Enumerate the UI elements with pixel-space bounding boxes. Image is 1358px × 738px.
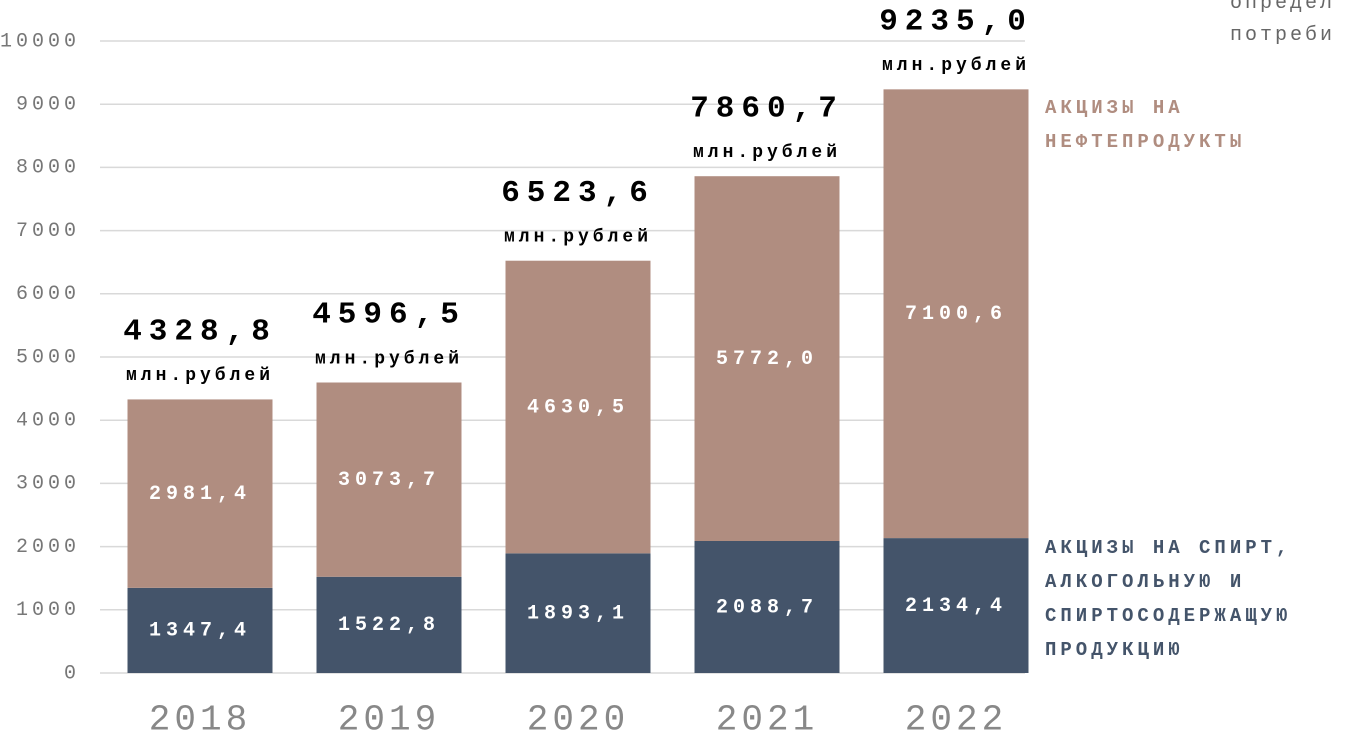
total-unit: млн.рублей [315, 348, 463, 369]
total-label: 6523,6 [501, 176, 655, 211]
total-label: 9235,0 [879, 5, 1033, 40]
legend-label: АКЦИЗЫ НА СПИРТ, АЛКОГОЛЬНУЮ И СПИРТОСОД… [1045, 531, 1291, 667]
corner-text: определ [1230, 0, 1335, 15]
y-tick-label: 7000 [16, 220, 80, 243]
value-label: 2088,7 [716, 596, 818, 619]
total-label: 7860,7 [690, 91, 844, 126]
value-label: 1347,4 [149, 620, 251, 643]
x-tick-label: 2018 [149, 700, 251, 738]
y-tick-label: 4000 [16, 409, 80, 432]
x-tick-label: 2019 [338, 700, 440, 738]
y-tick-label: 8000 [16, 157, 80, 180]
x-tick-label: 2022 [905, 700, 1007, 738]
corner-text: потреби [1230, 24, 1335, 47]
value-label: 3073,7 [338, 469, 440, 492]
y-tick-label: 9000 [16, 93, 80, 116]
x-tick-label: 2021 [716, 700, 818, 738]
total-unit: млн.рублей [504, 226, 652, 247]
value-label: 2981,4 [149, 483, 251, 506]
value-label: 5772,0 [716, 348, 818, 371]
value-label: 1893,1 [527, 602, 629, 625]
y-tick-label: 0 [64, 662, 80, 685]
y-tick-label: 2000 [16, 536, 80, 559]
total-label: 4328,8 [123, 315, 277, 350]
total-unit: млн.рублей [693, 142, 841, 163]
y-tick-label: 5000 [16, 346, 80, 369]
value-label: 7100,6 [905, 303, 1007, 326]
x-tick-label: 2020 [527, 700, 629, 738]
value-label: 4630,5 [527, 396, 629, 419]
y-tick-label: 3000 [16, 473, 80, 496]
value-label: 1522,8 [338, 614, 440, 637]
y-tick-label: 6000 [16, 283, 80, 306]
total-unit: млн.рублей [126, 365, 274, 386]
total-unit: млн.рублей [882, 55, 1030, 76]
total-label: 4596,5 [312, 298, 466, 333]
y-tick-label: 10000 [0, 30, 80, 53]
y-tick-label: 1000 [16, 599, 80, 622]
legend-label: АКЦИЗЫ НА НЕФТЕПРОДУКТЫ [1045, 91, 1245, 159]
value-label: 2134,4 [905, 595, 1007, 618]
page: 0 1000 2000 3000 4000 5000 6000 7000 8000 9000 100… [0, 0, 1358, 738]
